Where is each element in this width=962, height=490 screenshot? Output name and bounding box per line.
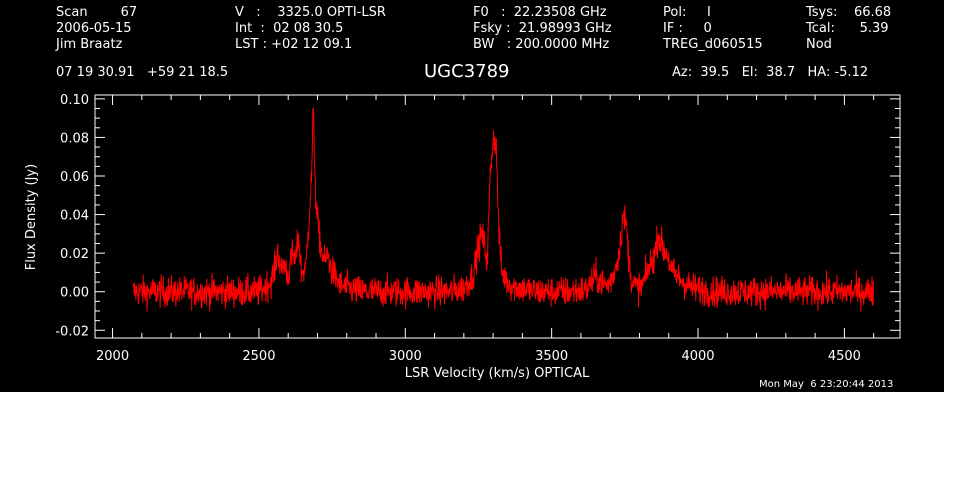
x-tick-label: 2500 xyxy=(242,349,275,364)
y-tick-label: 0.04 xyxy=(60,209,89,224)
x-tick-label: 2000 xyxy=(96,349,129,364)
plot-timestamp: Mon May 6 23:20:44 2013 xyxy=(759,379,894,390)
x-tick-label: 3000 xyxy=(389,349,422,364)
spectrum-chart: 2000 2500 3000 3500 4000 4500 -0.02 0.00 0.02 0.0… xyxy=(24,93,901,381)
source-name: UGC3789 xyxy=(424,61,510,82)
cal-temperature: Tcal: 5.39 xyxy=(806,21,889,36)
polarization: Pol: I xyxy=(663,5,711,20)
sky-frequency: Fsky : 21.98993 GHz xyxy=(473,21,612,36)
telescope-pointing: Az: 39.5 El: 38.7 HA: -5.12 xyxy=(672,65,869,80)
integration-time: Int : 02 08 30.5 xyxy=(235,21,344,36)
lst-info: LST : +02 12 09.1 xyxy=(235,37,353,52)
rest-frequency: F0 : 22.23508 GHz xyxy=(473,5,607,20)
y-axis-label: Flux Density (Jy) xyxy=(24,164,39,270)
switching-mode: Nod xyxy=(806,37,832,52)
x-tick-label: 3500 xyxy=(535,349,568,364)
x-axis-label: LSR Velocity (km/s) OPTICAL xyxy=(405,366,590,381)
y-tick-label: 0.06 xyxy=(60,170,89,185)
plot-frame xyxy=(94,94,901,339)
bandwidth: BW : 200.0000 MHz xyxy=(473,37,610,52)
receiver-info: TREG_d060515 xyxy=(663,37,763,52)
source-coordinates: 07 19 30.91 +59 21 18.5 xyxy=(56,65,229,80)
y-tick-label: 0.00 xyxy=(60,286,89,301)
y-tick-label: 0.08 xyxy=(60,131,89,146)
observer-name: Jim Braatz xyxy=(56,37,123,52)
x-tick-label: 4000 xyxy=(681,349,714,364)
y-tick-label: 0.02 xyxy=(60,247,89,262)
y-tick-label: -0.02 xyxy=(55,324,89,339)
x-tick-label: 4500 xyxy=(828,349,861,364)
if-number: IF : 0 xyxy=(663,21,712,36)
axis-ticks: 2000 2500 3000 3500 4000 4500 -0.02 0.00 0.02 0.0… xyxy=(55,93,900,364)
velocity-info: V : 3325.0 OPTI-LSR xyxy=(235,5,386,20)
plot-panel: Scan 67 2006-05-15 Jim Braatz V : 3325.0… xyxy=(0,0,944,392)
scan-number: Scan 67 xyxy=(56,5,138,20)
system-temperature: Tsys: 66.68 xyxy=(806,5,892,20)
y-tick-label: 0.10 xyxy=(60,93,89,108)
observation-date: 2006-05-15 xyxy=(56,21,132,36)
spectrum-series-line xyxy=(132,107,874,313)
